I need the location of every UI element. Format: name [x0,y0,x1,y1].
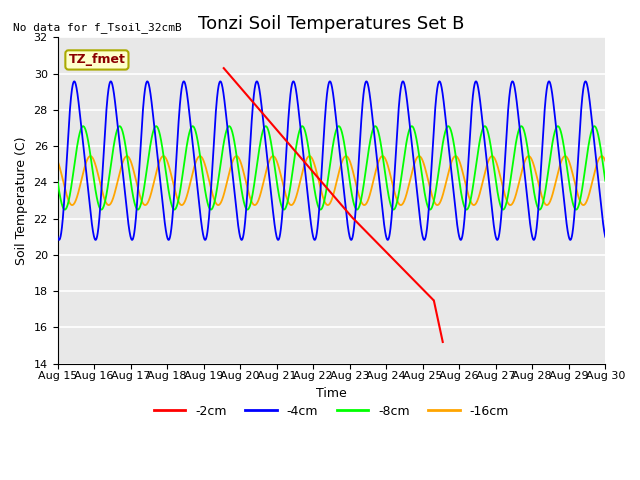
Legend: -2cm, -4cm, -8cm, -16cm: -2cm, -4cm, -8cm, -16cm [148,400,514,423]
Y-axis label: Soil Temperature (C): Soil Temperature (C) [15,136,28,265]
Text: TZ_fmet: TZ_fmet [68,53,125,66]
Title: Tonzi Soil Temperatures Set B: Tonzi Soil Temperatures Set B [198,15,465,33]
X-axis label: Time: Time [316,387,347,400]
Text: No data for f_Tsoil_32cmB: No data for f_Tsoil_32cmB [13,22,182,33]
